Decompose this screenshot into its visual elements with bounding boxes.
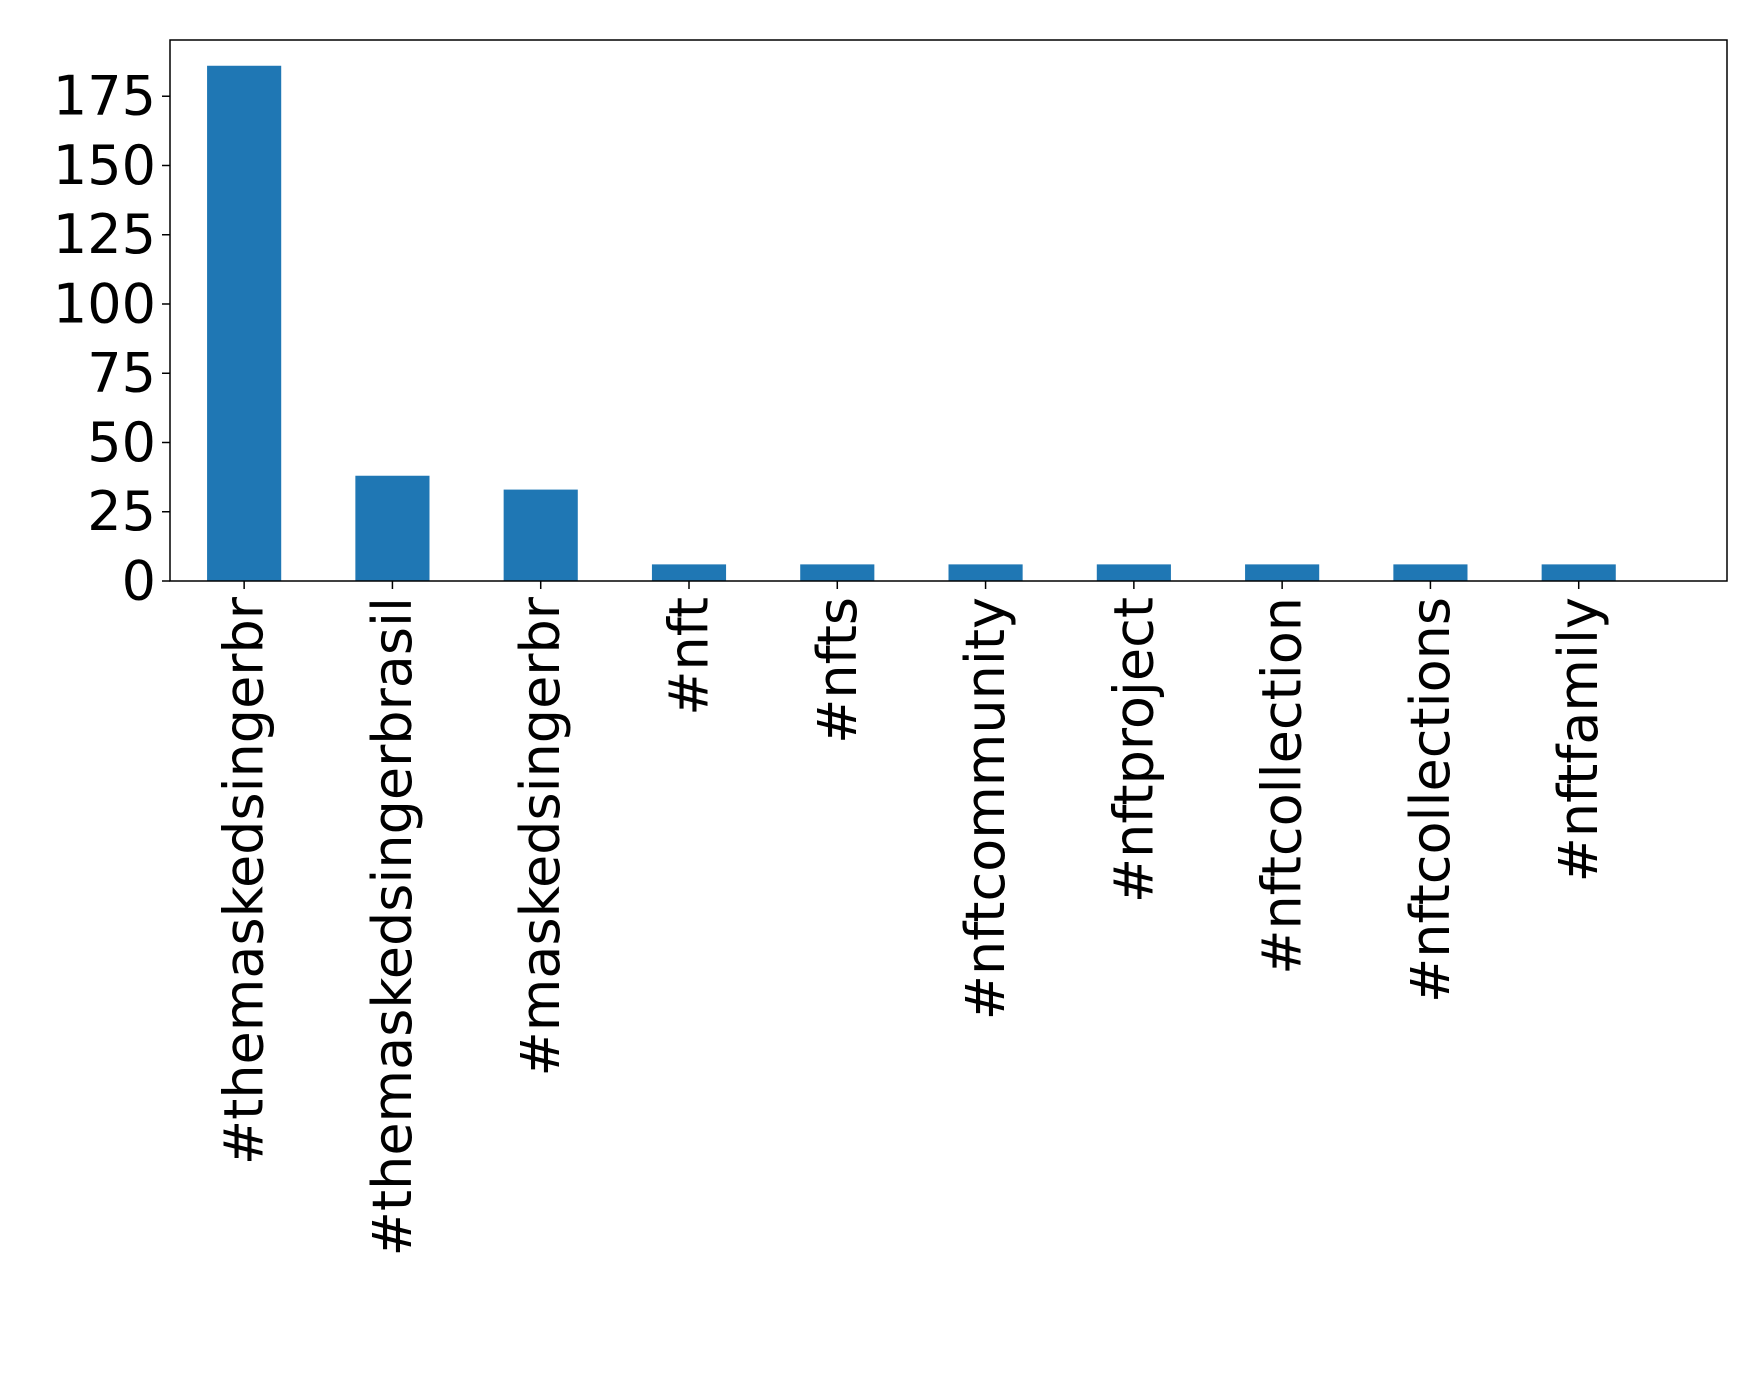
y-tick-label-5: 125: [53, 203, 156, 266]
bar-0: [207, 65, 282, 581]
bar-4: [800, 564, 875, 581]
x-tick-label-0: #themaskedsingerbr: [213, 596, 276, 1165]
bar-2: [503, 489, 578, 581]
y-tick-label-0: 0: [122, 550, 156, 613]
bar-7: [1245, 564, 1320, 581]
y-tick-label-7: 175: [53, 65, 156, 128]
x-tick-label-7: #nftcollection: [1251, 597, 1314, 975]
x-tick-label-4: #nfts: [806, 597, 869, 744]
y-tick-label-6: 150: [53, 134, 156, 197]
bar-6: [1096, 564, 1171, 581]
bar-9: [1541, 564, 1616, 581]
x-tick-label-5: #nftcommunity: [954, 597, 1017, 1020]
bar-1: [355, 475, 430, 581]
bar-5: [948, 564, 1023, 581]
y-tick-label-1: 25: [87, 480, 156, 543]
x-tick-label-8: #nftcollections: [1399, 597, 1462, 1003]
y-tick-label-2: 50: [87, 411, 156, 474]
x-tick-label-2: #maskedsingerbr: [509, 596, 572, 1076]
bar-8: [1393, 564, 1468, 581]
y-tick-label-4: 100: [53, 272, 156, 335]
x-tick-label-6: #nftproject: [1102, 597, 1165, 903]
x-tick-label-3: #nft: [658, 597, 721, 716]
bars-layer: [207, 65, 1616, 581]
x-tick-label-1: #themaskedsingerbrasil: [361, 597, 424, 1256]
y-tick-label-3: 75: [87, 342, 156, 405]
axes-layer: [169, 39, 1728, 582]
x-tick-label-9: #nftfamily: [1547, 597, 1610, 882]
plot-frame: [169, 39, 1728, 582]
bar-3: [651, 564, 727, 581]
